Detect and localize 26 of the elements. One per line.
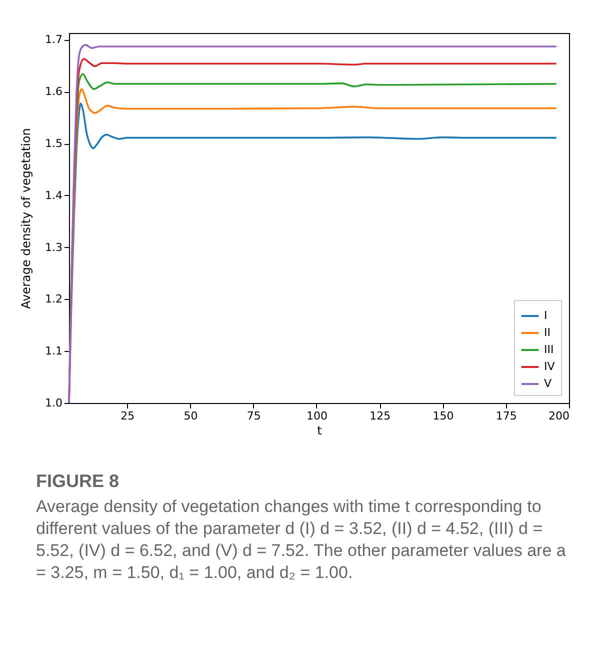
text: Average density of vegetation changes with time t corresponding to different values of the parameter d (I) d = 3.52, (II) d = 4.52, (III) d = 5.52, (IV) d = 6.52, and (V) d = 7.52. The other parameter values are a = 3.25, m = 1.50, d₁ = 1.00, and d₂ = 1.00. — [36, 496, 567, 584]
legend-label: III — [544, 343, 554, 356]
x-tick-label: 75 — [246, 410, 261, 422]
x-tick-label: 100 — [306, 410, 328, 422]
x-tick-label: 150 — [432, 410, 454, 422]
y-tick-label: 1.7 — [45, 33, 62, 46]
caption: FIGURE 8 — [36, 470, 120, 492]
y-tick-label: 1.6 — [45, 85, 62, 98]
y-tick-label: 1.3 — [45, 240, 62, 254]
x-tick-label: 200 — [548, 410, 570, 422]
x-tick-label: 50 — [184, 410, 198, 422]
legend-label: IV — [544, 360, 556, 373]
y-tick-label: 1.0 — [45, 396, 62, 410]
x-tick-label: 175 — [496, 410, 517, 422]
y-tick-label: 1.1 — [45, 344, 62, 358]
y-axis-title: Average density of vegetation — [19, 128, 34, 309]
legend-label: I — [544, 309, 548, 322]
y-tick-label: 1.2 — [45, 292, 62, 306]
x-tick-label: 125 — [370, 410, 391, 422]
line-series — [73, 73, 558, 192]
legend-label: II — [544, 326, 550, 339]
x-axis-title: t — [317, 424, 322, 438]
y-tick-label: 1.4 — [45, 188, 62, 202]
legend-label: V — [544, 377, 552, 390]
x-tick-label: 25 — [120, 410, 135, 422]
y-tick-label: 1.5 — [45, 137, 62, 150]
